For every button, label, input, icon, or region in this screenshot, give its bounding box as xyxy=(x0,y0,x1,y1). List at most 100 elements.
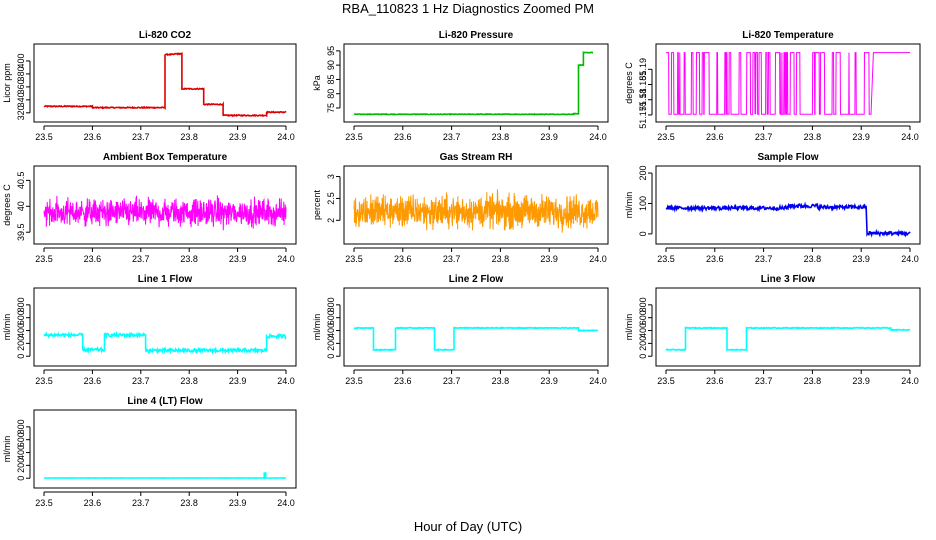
series-line-line-1-flow xyxy=(43,330,287,355)
y-axis-label: Licor ppm xyxy=(2,63,12,103)
x-tick-label: 23.5 xyxy=(345,132,363,142)
plot-frame xyxy=(655,287,921,367)
x-tick-label: 23.5 xyxy=(35,132,53,142)
y-tick-label: 51.175 xyxy=(638,101,648,129)
x-tick-label: 23.6 xyxy=(706,254,724,264)
x-tick-label: 23.5 xyxy=(345,254,363,264)
x-tick-label: 23.9 xyxy=(540,254,558,264)
panel-title: Ambient Box Temperature xyxy=(103,152,228,163)
x-tick-label: 23.9 xyxy=(229,376,247,386)
x-tick-label: 23.8 xyxy=(804,254,822,264)
x-tick-label: 23.9 xyxy=(852,132,870,142)
x-tick-label: 23.9 xyxy=(229,498,247,508)
y-tick-label: 360 xyxy=(16,79,26,94)
x-tick-label: 23.6 xyxy=(84,376,102,386)
figure-title: RBA_110823 1 Hz Diagnostics Zoomed PM xyxy=(342,1,594,16)
panel-title: Line 2 Flow xyxy=(449,274,504,285)
x-tick-label: 24.0 xyxy=(901,254,919,264)
y-tick-label: 40 xyxy=(16,201,26,211)
series-line-li-820-pressure xyxy=(353,50,594,116)
y-tick-label: 600 xyxy=(638,310,648,325)
y-axis-label: degrees C xyxy=(2,184,12,226)
x-tick-label: 23.7 xyxy=(132,132,150,142)
y-tick-label: 400 xyxy=(326,323,336,338)
x-tick-label: 23.9 xyxy=(229,254,247,264)
y-axis-label: kPa xyxy=(312,75,322,91)
figure-x-label: Hour of Day (UTC) xyxy=(414,519,522,534)
y-axis-label: ml/min xyxy=(624,314,634,341)
x-tick-label: 23.5 xyxy=(657,254,675,264)
series-line-gas-stream-rh xyxy=(353,189,599,233)
y-tick-label: 51.19 xyxy=(638,58,648,81)
panel-li-820-pressure: Li-820 Pressure 23.5 23.6 23.7 23.8 23.9 24.0 7… xyxy=(312,30,609,142)
x-tick-label: 24.0 xyxy=(277,498,295,508)
x-tick-label: 23.6 xyxy=(394,376,412,386)
x-tick-label: 23.8 xyxy=(180,376,198,386)
y-axis-label: percent xyxy=(312,189,322,220)
plot-frame xyxy=(33,409,297,489)
x-tick-label: 23.8 xyxy=(180,254,198,264)
x-tick-label: 23.9 xyxy=(229,132,247,142)
y-tick-label: 200 xyxy=(326,336,336,351)
y-axis-label: ml/min xyxy=(2,314,12,341)
x-tick-label: 23.6 xyxy=(706,132,724,142)
y-tick-label: 200 xyxy=(638,336,648,351)
y-tick-label: 340 xyxy=(16,92,26,107)
y-tick-label: 0 xyxy=(638,231,648,236)
x-tick-label: 23.5 xyxy=(657,376,675,386)
x-tick-label: 23.7 xyxy=(755,254,773,264)
y-axis-label: ml/min xyxy=(312,314,322,341)
plot-frame xyxy=(655,43,921,123)
x-tick-label: 23.8 xyxy=(804,132,822,142)
x-tick-label: 24.0 xyxy=(901,376,919,386)
panel-title: Line 4 (LT) Flow xyxy=(127,396,203,407)
panel-title: Line 1 Flow xyxy=(138,274,193,285)
panel-ambient-box-temperature: Ambient Box Temperature 23.5 23.6 23.7 23.8 2… xyxy=(2,152,297,264)
panel-title: Li-820 Pressure xyxy=(439,30,514,41)
y-tick-label: 320 xyxy=(16,105,26,120)
y-tick-label: 600 xyxy=(326,310,336,325)
panel-line-1-flow: Line 1 Flow 23.5 23.6 23.7 23.8 23.9 24.0 0 2004… xyxy=(2,274,297,386)
y-tick-label: 200 xyxy=(16,458,26,473)
y-tick-label: 3 xyxy=(326,174,336,179)
y-tick-label: 95 xyxy=(326,46,336,56)
panel-line-3-flow: Line 3 Flow 23.5 23.6 23.7 23.8 23.9 24.0 0 2004… xyxy=(624,274,921,386)
y-tick-label: 400 xyxy=(16,53,26,68)
y-tick-label: 800 xyxy=(326,297,336,312)
panel-title: Li-820 Temperature xyxy=(742,30,834,41)
x-tick-label: 23.5 xyxy=(35,254,53,264)
x-tick-label: 23.8 xyxy=(492,254,510,264)
y-tick-label: 200 xyxy=(16,336,26,351)
y-tick-label: 40.5 xyxy=(16,172,26,190)
x-tick-label: 23.9 xyxy=(852,254,870,264)
y-tick-label: 85 xyxy=(326,74,336,84)
y-tick-label: 400 xyxy=(16,323,26,338)
y-tick-label: 51.185 xyxy=(638,71,648,99)
x-tick-label: 23.9 xyxy=(852,376,870,386)
panel-title: Sample Flow xyxy=(757,152,818,163)
x-tick-label: 23.7 xyxy=(132,254,150,264)
y-tick-label: 400 xyxy=(638,323,648,338)
y-tick-label: 380 xyxy=(16,66,26,81)
x-tick-label: 23.5 xyxy=(35,498,53,508)
x-tick-label: 24.0 xyxy=(277,376,295,386)
x-tick-label: 24.0 xyxy=(589,376,607,386)
plot-frame xyxy=(343,165,609,245)
x-tick-label: 23.6 xyxy=(84,254,102,264)
y-axis-label: degrees C xyxy=(624,62,634,104)
x-tick-label: 23.9 xyxy=(540,132,558,142)
y-axis-label: ml/min xyxy=(624,192,634,219)
series-line-line-3-flow xyxy=(665,326,911,352)
x-tick-label: 23.6 xyxy=(706,376,724,386)
x-tick-label: 24.0 xyxy=(589,254,607,264)
plot-frame xyxy=(343,287,609,367)
y-tick-label: 39.5 xyxy=(16,223,26,241)
y-axis-label: ml/min xyxy=(2,436,12,463)
x-tick-label: 23.7 xyxy=(755,376,773,386)
panel-line-4-lt-flow: Line 4 (LT) Flow 23.5 23.6 23.7 23.8 23.9 24.0… xyxy=(2,396,297,508)
panel-title: Line 3 Flow xyxy=(761,274,816,285)
y-tick-label: 600 xyxy=(16,432,26,447)
x-tick-label: 23.7 xyxy=(132,498,150,508)
series-line-line-4-lt-flow xyxy=(43,471,287,480)
y-tick-label: 800 xyxy=(16,297,26,312)
